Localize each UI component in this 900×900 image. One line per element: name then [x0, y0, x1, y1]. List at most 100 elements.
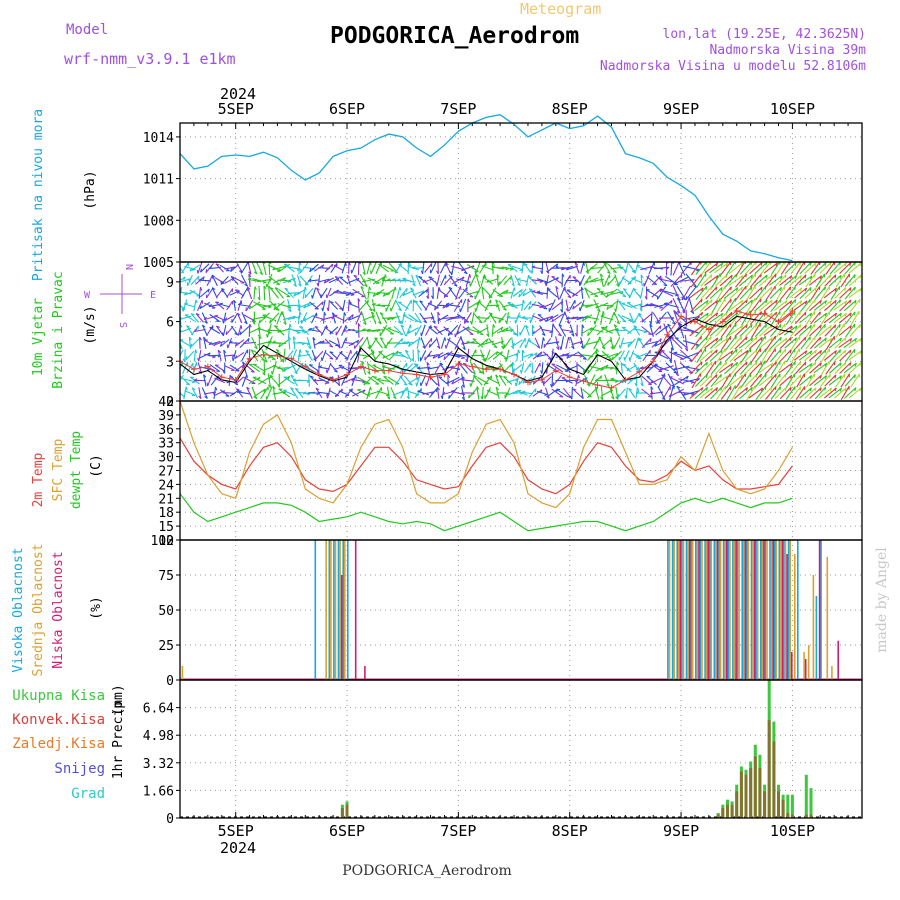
wind-arrow	[352, 288, 366, 298]
precip-conv-bar	[721, 808, 725, 818]
wind-arrow	[378, 351, 389, 360]
wind-arrow-head	[765, 262, 768, 266]
wind-arrow-head	[521, 315, 526, 319]
wind-arrow-head	[321, 301, 324, 306]
wind-arrow-head	[436, 386, 440, 391]
wind-arrow	[224, 314, 235, 322]
wind-arrow-head	[859, 338, 862, 342]
wind-arrow	[572, 301, 583, 310]
wind-arrow-head	[735, 312, 739, 316]
wind-arrow-head	[382, 355, 386, 359]
wind-arrow-head	[735, 362, 739, 366]
wind-arrow-head	[854, 262, 856, 266]
wind-arrow	[739, 262, 753, 275]
wind-arrow-head	[849, 287, 852, 292]
wind-arrow-head	[596, 309, 601, 312]
wind-arrow	[287, 315, 301, 321]
wind-arrow-head	[824, 312, 828, 317]
wind-arrow	[608, 311, 615, 325]
wind-arrow-head	[185, 386, 188, 391]
wind-arrow-head	[461, 377, 465, 381]
wind-arrow-head	[789, 387, 792, 391]
wind-arrow	[824, 299, 837, 312]
wind-arrow	[408, 376, 419, 385]
wind-arrow	[371, 299, 376, 312]
wind-arrow	[370, 262, 377, 275]
wind-arrow-head	[715, 286, 718, 291]
wind-arrow-head	[378, 263, 383, 266]
wind-arrow	[799, 312, 812, 324]
wind-arrow-head	[266, 333, 268, 338]
cloud-mid-bar	[691, 540, 694, 680]
wind-arrow	[252, 376, 267, 385]
wind-arrow-head	[682, 392, 686, 396]
wind-arrow-head	[188, 336, 192, 341]
wind-arrow	[710, 361, 722, 375]
temp-sfc-line	[179, 400, 793, 509]
wind-arrow	[352, 389, 366, 397]
wind-arrow	[419, 312, 428, 324]
y-tick-label: 50	[158, 604, 174, 619]
wind-arrow-head	[502, 308, 507, 311]
wind-arrow	[795, 386, 806, 400]
wind-arrow	[367, 277, 380, 284]
wind-arrow-head	[192, 381, 196, 384]
cloud-mid-bar	[330, 540, 332, 680]
wind-arrow-head	[700, 312, 704, 316]
wind-arrow-head	[329, 301, 334, 304]
wind-arrow-head	[621, 302, 626, 305]
wind-arrow	[838, 337, 852, 349]
wind-arrow-head	[623, 288, 627, 291]
wind-arrow	[475, 274, 481, 287]
wind-arrow	[303, 314, 315, 322]
wind-arrow	[503, 337, 512, 349]
wind-arrow-head	[421, 290, 425, 294]
wind-arrow-head	[730, 275, 733, 279]
wind-arrow	[271, 361, 277, 375]
wind-arrow	[552, 324, 562, 337]
cloud-mid-bar	[803, 652, 805, 680]
wind-arrow-head	[612, 271, 617, 274]
wind-arrow	[749, 286, 763, 300]
wind-arrow	[454, 323, 462, 338]
wind-arrow-head	[176, 263, 179, 265]
legend-graupel: Grad	[71, 786, 105, 802]
wind-arrow-head	[595, 305, 599, 309]
wind-arrow-head	[673, 351, 678, 354]
wind-arrow-head	[740, 336, 743, 341]
wind-arrow	[755, 385, 767, 401]
wind-arrow	[729, 336, 743, 350]
cloud-high-bar	[667, 540, 669, 680]
wind-arrow-head	[190, 376, 194, 379]
wind-arrow-head	[299, 349, 302, 353]
wind-arrow-head	[229, 374, 233, 379]
wind-arrow	[422, 391, 435, 395]
wind-arrow-head	[463, 362, 467, 365]
wind-arrow-head	[819, 311, 821, 316]
wind-arrow-head	[829, 274, 832, 279]
wind-arrow-head	[677, 297, 681, 301]
wind-arrow	[810, 262, 821, 275]
wind-arrow	[208, 354, 221, 357]
wind-arrow-head	[485, 338, 489, 343]
wind-arrow	[458, 286, 468, 300]
wind-arrow	[324, 338, 334, 348]
wind-arrow-head	[572, 305, 575, 310]
wind-arrow-head	[240, 325, 243, 329]
wind-arrow	[620, 362, 623, 374]
wind-arrow-head	[675, 311, 679, 314]
wind-arrow	[723, 287, 739, 299]
wind-arrow	[213, 387, 217, 399]
wind-arrow-head	[408, 383, 413, 386]
wind-arrow	[455, 286, 461, 300]
wind-arrow	[268, 275, 281, 286]
wind-arrow-head	[528, 276, 532, 279]
wind-arrow	[584, 287, 590, 299]
wind-arrow	[366, 336, 371, 350]
wind-arrow	[263, 285, 266, 301]
wind-arrow	[615, 299, 619, 312]
cloud-mid-bar	[701, 540, 703, 680]
wind-arrow	[734, 311, 748, 325]
wind-arrow-head	[560, 309, 563, 313]
